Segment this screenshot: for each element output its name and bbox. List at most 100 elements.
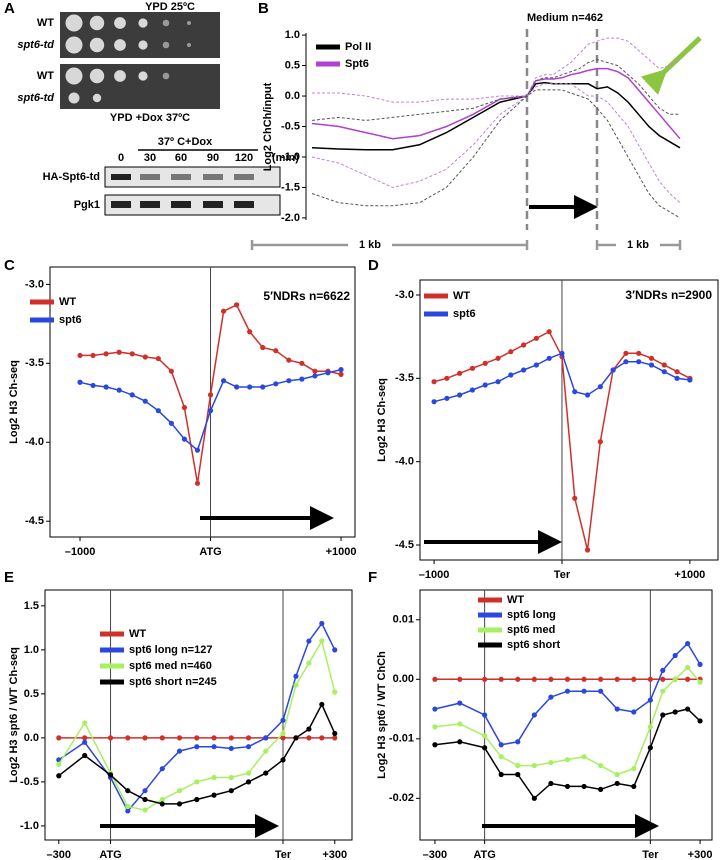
legend-label: spt6 long	[507, 609, 556, 621]
data-point	[531, 762, 537, 769]
highlight-arrow	[640, 36, 702, 95]
y-tick-label: 1.0	[24, 644, 39, 656]
y-tick-label: 1.5	[24, 600, 39, 612]
data-point	[142, 788, 148, 794]
legend-label: WT	[59, 296, 76, 308]
y-tick-label: -0.02	[389, 792, 414, 804]
data-point	[598, 786, 604, 793]
data-point	[125, 803, 131, 810]
data-point	[581, 783, 587, 790]
data-point	[660, 667, 666, 673]
colony-spot	[114, 70, 126, 82]
data-point	[674, 375, 680, 381]
x-tick-label: –1000	[419, 569, 450, 581]
data-point	[469, 365, 476, 371]
data-point	[211, 735, 217, 741]
data-point	[168, 420, 174, 426]
data-point	[332, 689, 338, 695]
series-line	[311, 89, 681, 219]
y-tick-label: 0.5	[24, 688, 39, 700]
data-point	[306, 726, 312, 732]
x-tick-label: ATG	[199, 546, 221, 558]
plate-title: YPD 25ºC	[145, 1, 195, 13]
legend-label: spt6 med n=460	[129, 660, 212, 672]
data-point	[77, 352, 83, 359]
y-tick-label: -0.5	[281, 120, 300, 132]
data-point	[432, 724, 438, 730]
y-tick-label: 1.0	[285, 29, 300, 41]
data-point	[636, 359, 642, 365]
series-line	[311, 81, 681, 151]
data-point	[457, 370, 463, 376]
data-point	[280, 717, 286, 723]
data-point	[116, 349, 122, 355]
time-label: 30	[144, 152, 156, 164]
annotation: 1 kb	[627, 239, 649, 251]
data-point	[444, 395, 450, 401]
data-point	[685, 706, 691, 712]
blot-band	[171, 201, 191, 208]
y-tick-label: 0.0	[285, 90, 300, 102]
data-point	[614, 676, 620, 682]
data-point	[685, 664, 691, 670]
chart-panel: B 1.0 0.5 0.0 -0.5 -1.0 -1.5 -2.0 Pol II Spt6 Medi…	[250, 0, 682, 252]
x-tick-label: +300	[688, 849, 713, 860]
annotation: 1 kb	[359, 239, 381, 251]
panel-label: E	[4, 569, 14, 586]
data-point	[159, 796, 165, 803]
data-point	[306, 735, 312, 741]
data-point	[432, 706, 438, 712]
data-point	[293, 673, 299, 679]
data-point	[610, 367, 616, 373]
data-point	[548, 760, 554, 766]
data-point	[584, 392, 591, 398]
data-point	[325, 370, 331, 376]
blot-band	[140, 201, 160, 208]
data-point	[515, 739, 521, 745]
blot-band	[111, 174, 131, 180]
data-point	[194, 744, 200, 750]
x-tick-label: ATG	[473, 849, 495, 860]
data-point	[520, 342, 527, 348]
data-point	[306, 660, 312, 666]
panel-label: C	[4, 257, 15, 274]
time-label: 60	[175, 152, 187, 164]
legend-label: Pol II	[345, 41, 371, 53]
data-point	[548, 676, 554, 682]
data-point	[697, 661, 703, 668]
data-point	[597, 439, 603, 445]
data-point	[263, 770, 269, 776]
legend-label: spt6	[453, 308, 476, 320]
colony-spot	[65, 67, 83, 85]
data-point	[273, 348, 279, 354]
data-point	[142, 807, 148, 813]
data-point	[142, 398, 148, 404]
data-point	[103, 384, 109, 390]
colony-spot	[162, 41, 170, 49]
y-tick-label: -4.5	[395, 539, 414, 551]
data-point	[697, 718, 703, 724]
data-point	[82, 720, 88, 726]
chart-panel: D -3.0 -3.5 -4.0 -4.5 –1000 Ter +1000 WT spt6 Log2…	[368, 257, 719, 581]
blot-band	[203, 201, 223, 208]
data-point	[636, 350, 642, 356]
x-tick-label: –1000	[65, 546, 96, 558]
colony-spot	[68, 92, 80, 104]
data-point	[495, 355, 501, 361]
legend-label: Spt6	[345, 58, 369, 70]
data-point	[125, 788, 131, 794]
colony-spot	[89, 68, 105, 84]
y-axis-label: Log2 H3 spt6 / WT ChCh	[376, 651, 388, 779]
time-unit: (min)	[272, 152, 299, 164]
data-point	[245, 779, 252, 785]
x-tick-label: Ter	[554, 569, 571, 581]
data-point	[159, 735, 165, 741]
y-tick-label: 0.0	[24, 732, 39, 744]
data-point	[431, 379, 437, 385]
blot-band	[203, 174, 223, 180]
data-point	[631, 783, 637, 790]
data-point	[520, 367, 527, 373]
data-point	[482, 360, 488, 366]
data-point	[245, 770, 252, 776]
data-point	[457, 392, 463, 398]
